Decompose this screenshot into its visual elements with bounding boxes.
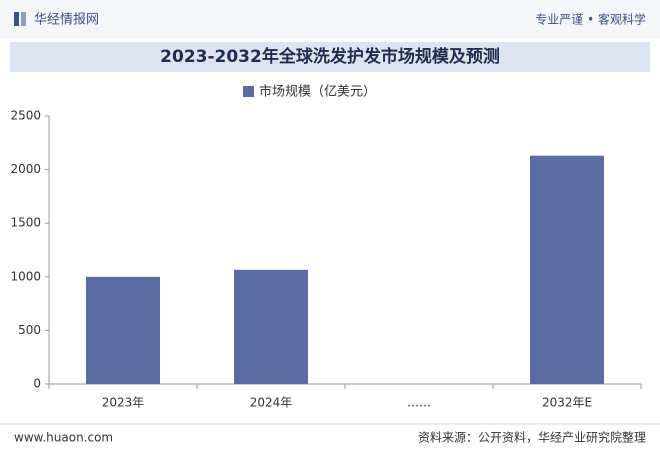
bar bbox=[530, 155, 604, 384]
brand: 华经情报网 bbox=[34, 13, 99, 28]
x-tick-label: 2023年 bbox=[102, 396, 145, 410]
legend-swatch bbox=[243, 86, 254, 97]
y-tick-label: 2000 bbox=[10, 162, 41, 176]
x-tick-label: 2032年E bbox=[542, 396, 592, 410]
source: 资料来源：公开资料，华经产业研究院整理 bbox=[418, 430, 646, 445]
legend-label: 市场规模（亿美元） bbox=[259, 84, 376, 100]
y-tick-label: 2500 bbox=[10, 109, 41, 123]
slogan: 专业严谨 • 客观科学 bbox=[535, 12, 646, 27]
header-bar bbox=[0, 0, 660, 38]
y-tick-label: 0 bbox=[33, 377, 41, 391]
title-bar bbox=[10, 42, 650, 72]
bar bbox=[86, 276, 160, 384]
logo-mark bbox=[21, 12, 26, 26]
y-tick-label: 1000 bbox=[10, 269, 41, 283]
y-tick-label: 1500 bbox=[10, 216, 41, 230]
x-tick-label: …… bbox=[407, 396, 431, 410]
x-tick-label: 2024年 bbox=[250, 396, 293, 410]
website: www.huaon.com bbox=[14, 431, 113, 445]
chart-title: 2023-2032年全球洗发护发市场规模及预测 bbox=[160, 46, 500, 67]
bar bbox=[234, 269, 308, 384]
logo-mark bbox=[14, 12, 19, 26]
y-tick-label: 500 bbox=[18, 323, 41, 337]
